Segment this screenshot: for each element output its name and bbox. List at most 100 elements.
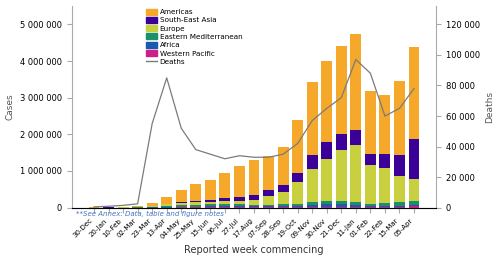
Deaths <box>164 76 170 79</box>
Bar <box>306 82 318 155</box>
Deaths <box>236 154 242 157</box>
Deaths <box>266 156 272 159</box>
Bar <box>248 160 260 195</box>
Deaths <box>411 87 417 90</box>
Bar <box>380 206 390 207</box>
Bar <box>292 207 303 208</box>
Deaths <box>222 157 228 160</box>
Bar <box>190 202 202 205</box>
Bar <box>162 197 172 204</box>
Bar <box>408 179 420 201</box>
Bar <box>190 205 202 207</box>
Bar <box>190 207 202 208</box>
Deaths <box>338 96 344 99</box>
Bar <box>350 202 362 205</box>
Bar <box>220 206 230 207</box>
Bar <box>205 204 216 206</box>
Bar <box>350 145 362 202</box>
Deaths <box>280 153 286 156</box>
Bar <box>306 155 318 169</box>
Bar <box>278 185 288 192</box>
Deaths <box>120 204 126 207</box>
Bar <box>176 190 186 203</box>
Bar <box>292 182 303 204</box>
Bar <box>408 47 420 139</box>
Bar <box>408 205 420 206</box>
Bar <box>220 198 230 201</box>
Bar <box>336 150 346 201</box>
Bar <box>248 200 260 205</box>
Deaths <box>106 205 112 208</box>
Bar <box>263 196 274 205</box>
Bar <box>336 201 346 204</box>
Bar <box>234 206 245 207</box>
Deaths <box>396 107 402 110</box>
Bar <box>220 204 230 206</box>
Bar <box>263 205 274 206</box>
Text: **See Annex: Data, table and figure notes: **See Annex: Data, table and figure note… <box>76 211 224 217</box>
Bar <box>263 207 274 208</box>
Bar <box>322 204 332 207</box>
Line: Deaths: Deaths <box>94 59 414 207</box>
Bar <box>306 169 318 202</box>
Bar <box>292 204 303 206</box>
Bar <box>408 201 420 205</box>
Y-axis label: Cases: Cases <box>6 94 15 120</box>
Bar <box>350 130 362 145</box>
Bar <box>278 192 288 204</box>
Deaths <box>382 114 388 118</box>
Bar <box>394 81 405 154</box>
Bar <box>220 201 230 204</box>
Bar <box>394 176 405 202</box>
Bar <box>248 206 260 207</box>
Bar <box>162 204 172 206</box>
Bar <box>365 207 376 208</box>
Bar <box>190 184 202 201</box>
Y-axis label: Deaths: Deaths <box>486 91 494 123</box>
Bar <box>394 207 405 208</box>
Deaths <box>368 72 374 75</box>
Bar <box>278 147 288 185</box>
Bar <box>292 206 303 207</box>
Deaths <box>134 202 140 206</box>
Bar <box>306 202 318 205</box>
Bar <box>263 206 274 207</box>
Bar <box>263 156 274 190</box>
Bar <box>365 165 376 204</box>
Bar <box>278 206 288 207</box>
Bar <box>380 95 390 154</box>
Deaths <box>193 148 199 151</box>
Bar <box>234 207 245 208</box>
Bar <box>380 207 390 208</box>
Bar <box>380 203 390 206</box>
Bar <box>350 34 362 130</box>
Bar <box>146 206 158 207</box>
Bar <box>234 166 245 197</box>
Bar <box>322 207 332 208</box>
Bar <box>220 173 230 198</box>
Bar <box>322 142 332 159</box>
Bar <box>205 180 216 200</box>
Bar <box>322 201 332 204</box>
Bar <box>394 206 405 207</box>
Bar <box>292 119 303 173</box>
Bar <box>380 154 390 168</box>
Deaths <box>324 107 330 110</box>
X-axis label: Reported week commencing: Reported week commencing <box>184 245 324 255</box>
Bar <box>162 206 172 207</box>
Bar <box>365 154 376 165</box>
Deaths <box>91 205 97 208</box>
Bar <box>263 190 274 196</box>
Bar <box>205 206 216 207</box>
Bar <box>408 206 420 208</box>
Bar <box>336 46 346 134</box>
Bar <box>408 139 420 179</box>
Bar <box>248 205 260 206</box>
Deaths <box>208 153 214 156</box>
Bar <box>306 207 318 208</box>
Bar <box>190 201 202 202</box>
Bar <box>278 204 288 206</box>
Bar <box>146 203 158 206</box>
Bar <box>205 207 216 208</box>
Deaths <box>178 127 184 130</box>
